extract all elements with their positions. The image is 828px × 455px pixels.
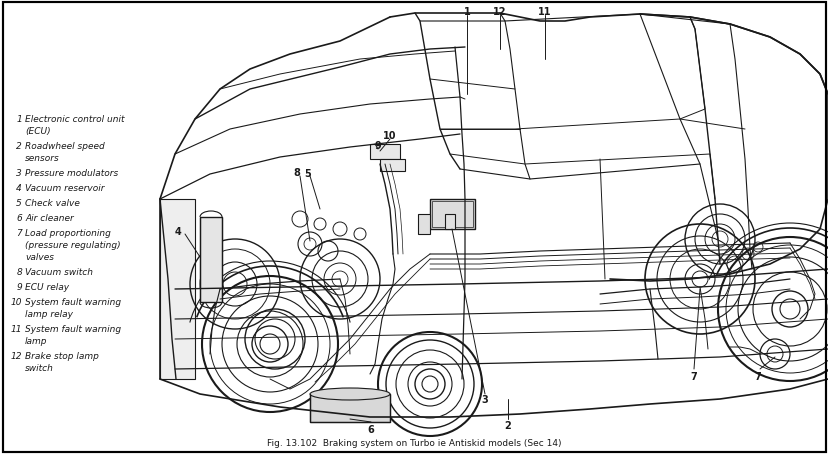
Text: 4: 4: [17, 184, 22, 192]
Text: 9: 9: [374, 141, 381, 151]
Text: 5: 5: [304, 169, 311, 179]
Text: Vacuum reservoir: Vacuum reservoir: [25, 184, 104, 192]
Text: 8: 8: [293, 167, 300, 177]
Text: 11: 11: [537, 7, 551, 17]
Bar: [379, 160, 405, 172]
Text: 12: 12: [11, 351, 22, 360]
Text: 9: 9: [17, 283, 22, 291]
Text: 2: 2: [17, 142, 22, 151]
Text: Air cleaner: Air cleaner: [25, 213, 74, 222]
Text: 6: 6: [17, 213, 22, 222]
Text: lamp relay: lamp relay: [25, 309, 73, 318]
Text: switch: switch: [25, 363, 54, 372]
Text: ECU relay: ECU relay: [25, 283, 69, 291]
Text: 3: 3: [17, 169, 22, 177]
Text: 10: 10: [11, 298, 22, 306]
Bar: [430, 200, 474, 229]
Text: 7: 7: [17, 228, 22, 238]
Text: Pressure modulators: Pressure modulators: [25, 169, 118, 177]
Text: 6: 6: [367, 424, 374, 434]
Text: Fig. 13.102  Braking system on Turbo ie Antiskid models (Sec 14): Fig. 13.102 Braking system on Turbo ie A…: [267, 438, 561, 447]
Bar: [160, 200, 195, 379]
Bar: [417, 214, 430, 234]
Text: 4: 4: [175, 227, 181, 237]
Text: 1: 1: [17, 115, 22, 124]
Text: Roadwheel speed: Roadwheel speed: [25, 142, 104, 151]
Text: (ECU): (ECU): [25, 127, 51, 136]
Text: 12: 12: [493, 7, 506, 17]
Text: Brake stop lamp: Brake stop lamp: [25, 351, 99, 360]
Text: Electronic control unit: Electronic control unit: [25, 115, 124, 124]
Bar: [310, 394, 389, 422]
Text: valves: valves: [25, 253, 54, 262]
Text: 5: 5: [17, 198, 22, 207]
Text: 11: 11: [11, 324, 22, 333]
Text: 7: 7: [690, 371, 696, 381]
Text: 3: 3: [481, 394, 488, 404]
Text: (pressure regulating): (pressure regulating): [25, 241, 121, 249]
Text: sensors: sensors: [25, 154, 60, 162]
Ellipse shape: [310, 388, 389, 400]
Text: lamp: lamp: [25, 336, 47, 345]
Bar: [431, 202, 473, 228]
Bar: [369, 145, 400, 160]
Text: 2: 2: [504, 420, 511, 430]
Text: 1: 1: [463, 7, 469, 17]
Text: 7: 7: [753, 371, 760, 381]
Text: Vacuum switch: Vacuum switch: [25, 268, 93, 276]
Text: Check valve: Check valve: [25, 198, 79, 207]
Text: System fault warning: System fault warning: [25, 324, 121, 333]
Text: 8: 8: [17, 268, 22, 276]
Text: Load proportioning: Load proportioning: [25, 228, 111, 238]
Text: System fault warning: System fault warning: [25, 298, 121, 306]
Text: 10: 10: [383, 131, 397, 141]
Bar: [200, 217, 222, 302]
Bar: [445, 214, 455, 229]
